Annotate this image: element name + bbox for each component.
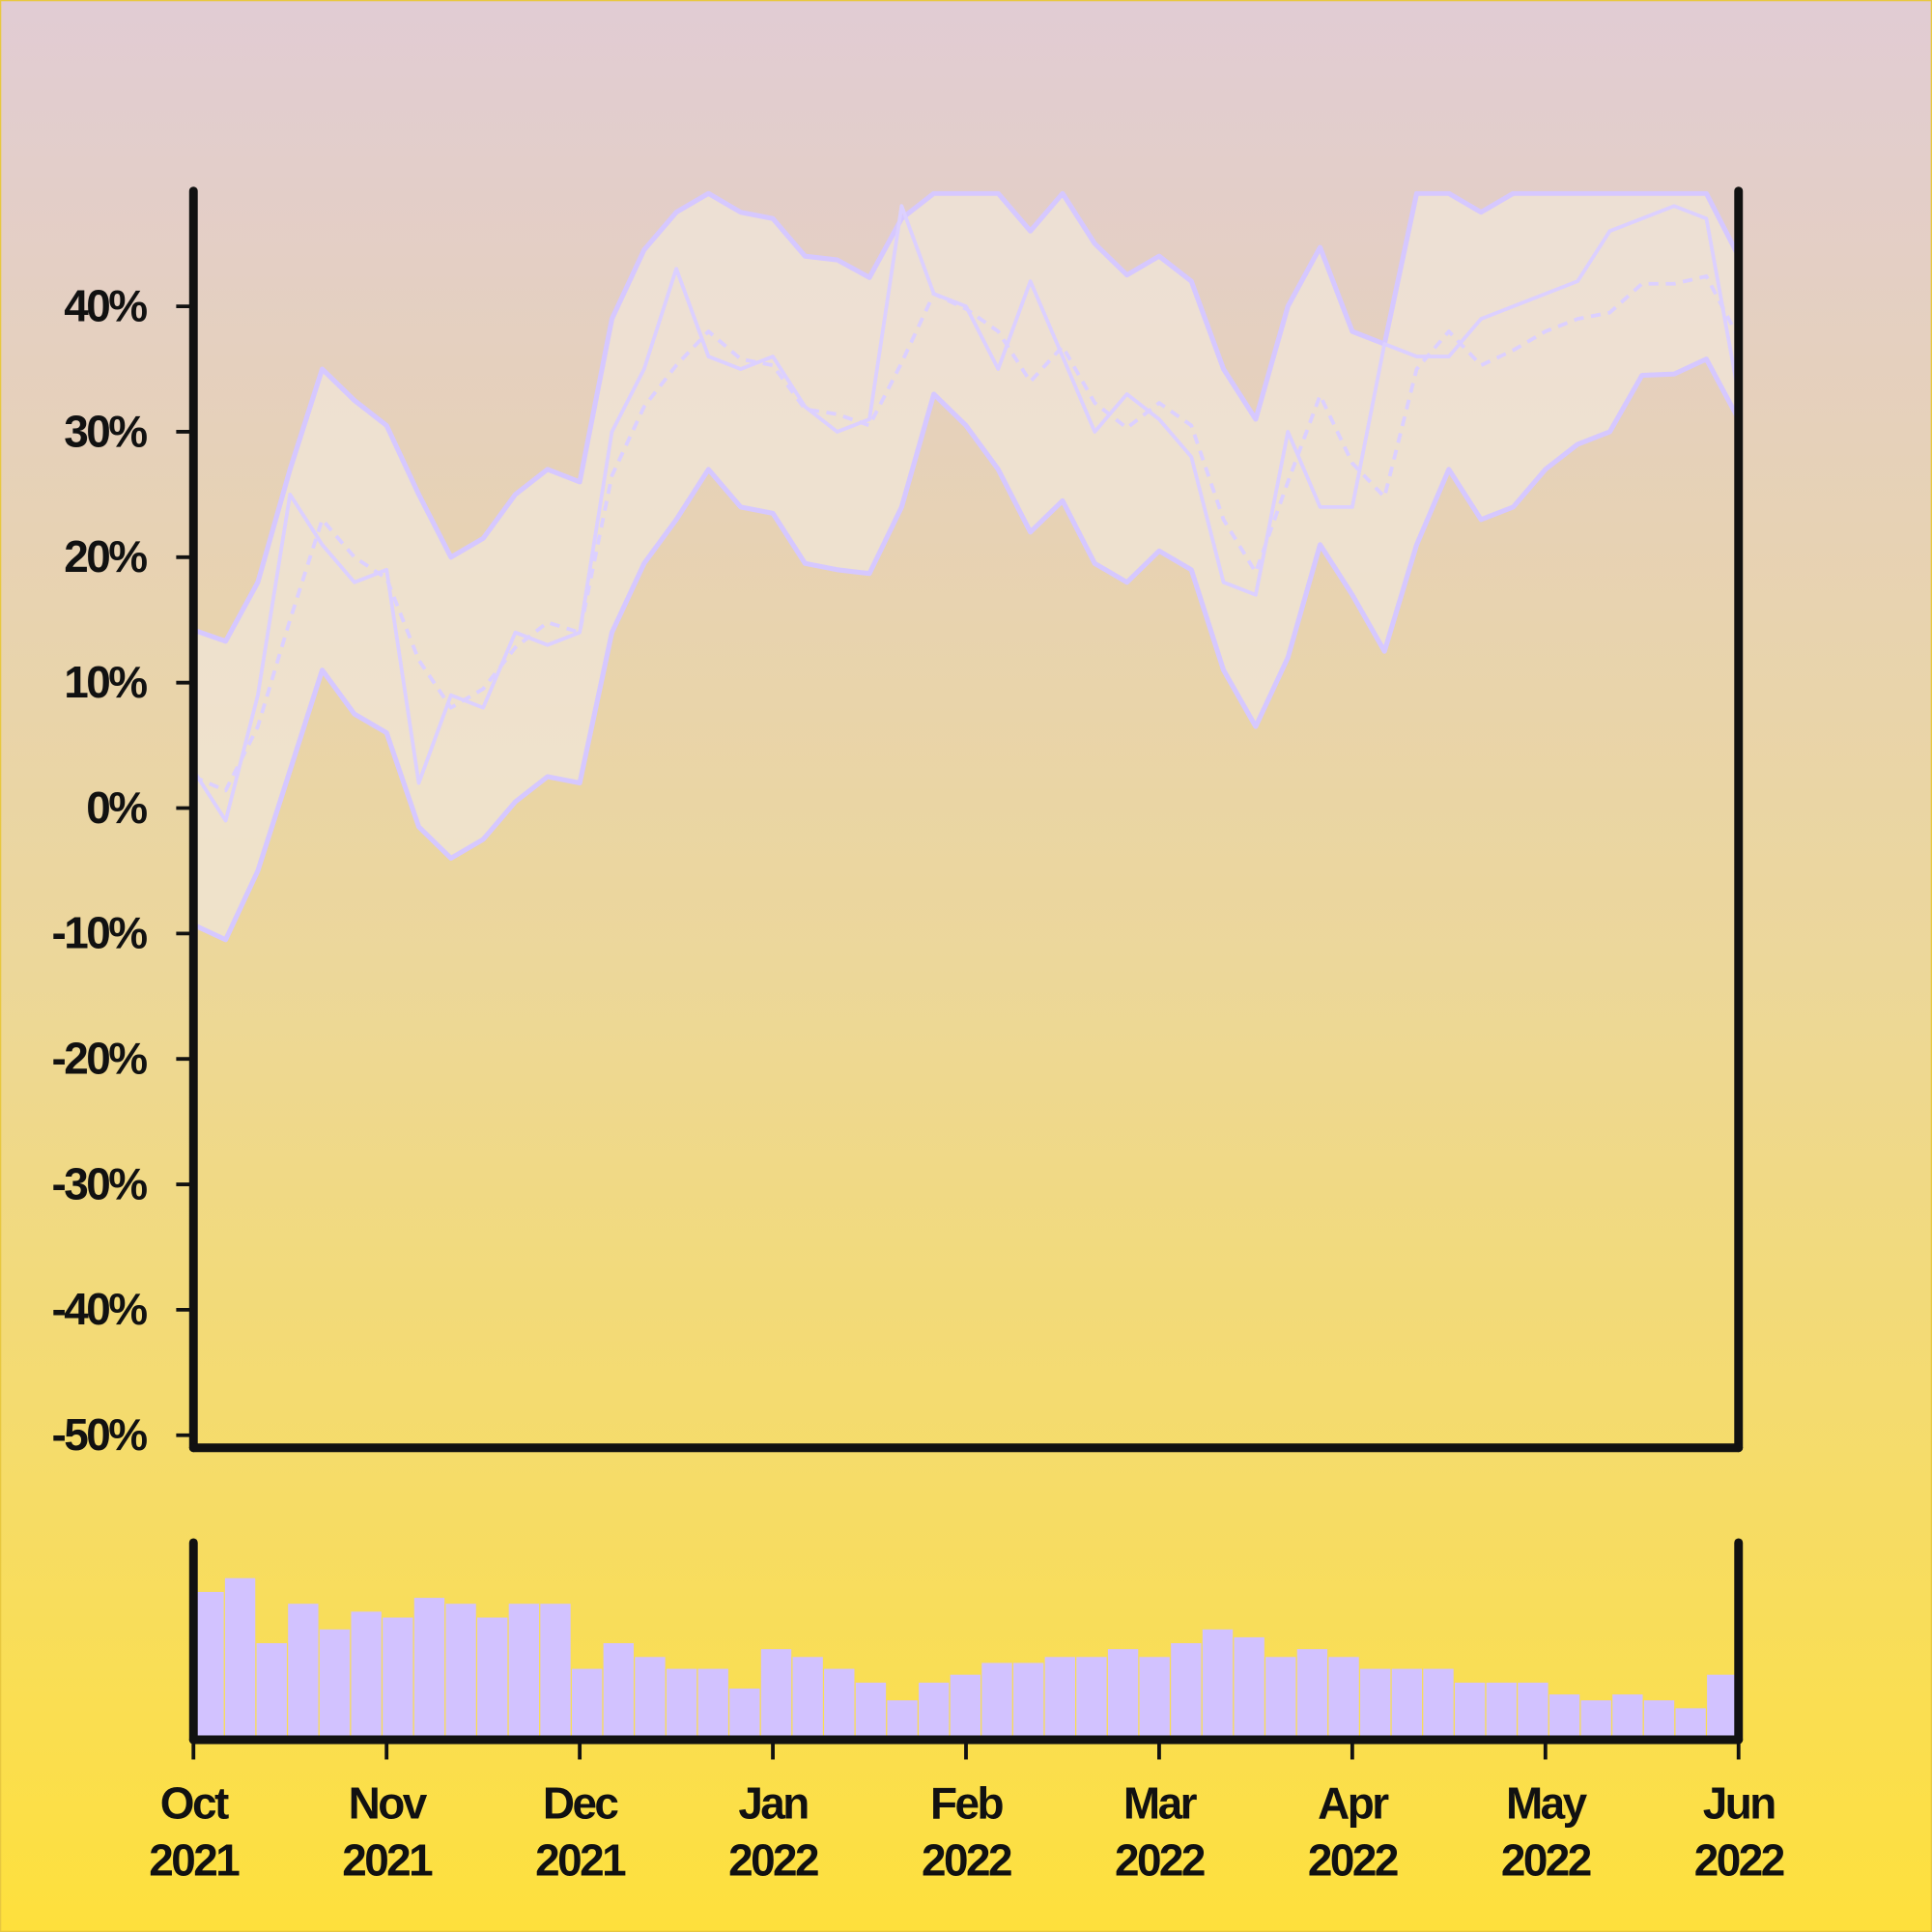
band-fill [193, 193, 1739, 940]
volume-bar [824, 1668, 855, 1741]
volume-bar [1518, 1682, 1548, 1741]
volume-bar [351, 1611, 382, 1741]
x-tick-label-line: 2022 [922, 1834, 1011, 1885]
volume-bar [319, 1629, 351, 1741]
volume-bar [224, 1577, 256, 1741]
volume-bar [1391, 1668, 1423, 1741]
x-tick-label: Dec 2021 [535, 1778, 626, 1886]
volume-bar [540, 1604, 571, 1741]
x-tick-label-line: 2022 [1501, 1834, 1591, 1885]
x-tick-label: Oct 2021 [149, 1778, 240, 1886]
volume-bar [981, 1662, 1012, 1741]
volume-bar [1707, 1674, 1738, 1741]
y-tick-label: 40% [64, 280, 147, 330]
y-tick-label: -40% [52, 1284, 148, 1334]
volume-bar [760, 1649, 792, 1741]
x-tick-label-line: Mar [1123, 1778, 1198, 1829]
y-tick-label: -20% [52, 1034, 148, 1084]
x-tick-label-line: May [1506, 1778, 1588, 1829]
x-tick-label-line: 2021 [535, 1834, 626, 1885]
volume-bar [792, 1657, 823, 1741]
x-tick-label-line: Oct [160, 1778, 229, 1829]
x-tick-label-line: Jun [1703, 1778, 1775, 1829]
x-tick-label-line: Jan [738, 1778, 808, 1829]
volume-bar [413, 1598, 445, 1741]
x-tick-label-line: 2022 [728, 1834, 818, 1885]
volume-bar [1044, 1657, 1075, 1741]
x-tick-label: Jun 2022 [1694, 1778, 1784, 1886]
volume-bar [635, 1657, 666, 1741]
volume-bar [1328, 1657, 1359, 1741]
y-tick-label: 10% [64, 657, 147, 707]
y-tick-label: 30% [64, 406, 147, 456]
volume-bar [1360, 1668, 1391, 1741]
x-tick-label: Nov 2021 [342, 1778, 433, 1886]
volume-bar [729, 1688, 760, 1741]
series-line [193, 204, 1739, 823]
y-tick-label: 0% [86, 782, 147, 833]
volume-bar [697, 1668, 728, 1741]
volume-bar [1675, 1708, 1706, 1741]
volume-bar [919, 1682, 950, 1741]
volume-bar [571, 1668, 603, 1741]
y-tick-label: -50% [52, 1409, 148, 1460]
volume-bar [1139, 1657, 1170, 1741]
volume-bar [855, 1682, 887, 1741]
x-tick-label-line: 2021 [342, 1834, 433, 1885]
x-tick-label-line: 2021 [149, 1834, 240, 1885]
volume-bar [1012, 1662, 1044, 1741]
volume-bar [1107, 1649, 1139, 1741]
x-tick-label-line: 2022 [1694, 1834, 1784, 1885]
y-tick-label: -10% [52, 908, 148, 958]
volume-bar [666, 1668, 697, 1741]
x-tick-label-line: Nov [349, 1778, 428, 1829]
volume-bar [1423, 1668, 1454, 1741]
volume-bar [1580, 1700, 1611, 1741]
series-line [193, 190, 1739, 644]
volume-bar [1548, 1694, 1580, 1741]
x-tick-label-line: 2022 [1308, 1834, 1398, 1885]
volume-bar [1076, 1657, 1107, 1741]
volume-bar [477, 1617, 508, 1741]
x-tick-label: Jan 2022 [728, 1778, 818, 1886]
volume-bar [1486, 1682, 1517, 1741]
volume-bar [1171, 1643, 1202, 1741]
volume-bar [1265, 1657, 1296, 1741]
x-tick-label: Mar 2022 [1115, 1778, 1205, 1886]
volume-bar [288, 1604, 319, 1741]
volume-bar [383, 1617, 413, 1741]
x-tick-label-line: Apr [1318, 1778, 1389, 1829]
y-tick-label: -30% [52, 1158, 148, 1208]
volume-bar [1296, 1649, 1328, 1741]
x-tick-label: Feb 2022 [922, 1778, 1011, 1886]
volume-bar [1643, 1700, 1675, 1741]
x-tick-label-line: Feb [930, 1778, 1003, 1829]
volume-bar [603, 1643, 634, 1741]
volume-bar [887, 1700, 918, 1741]
volume-bar [193, 1591, 224, 1741]
volume-bar [1202, 1629, 1234, 1741]
volume-bar [950, 1674, 981, 1741]
volume-bar [1612, 1694, 1643, 1741]
y-tick-label: 20% [64, 531, 147, 582]
volume-bar [1234, 1636, 1264, 1741]
x-tick-label: May 2022 [1501, 1778, 1591, 1886]
x-tick-label: Apr 2022 [1308, 1778, 1398, 1886]
series-line [193, 356, 1739, 943]
volume-bar [445, 1604, 476, 1741]
x-tick-label-line: Dec [543, 1778, 619, 1829]
volume-bar [508, 1604, 540, 1741]
volume-bar [1454, 1682, 1486, 1741]
volume-bar [256, 1643, 287, 1741]
x-tick-label-line: 2022 [1115, 1834, 1205, 1885]
